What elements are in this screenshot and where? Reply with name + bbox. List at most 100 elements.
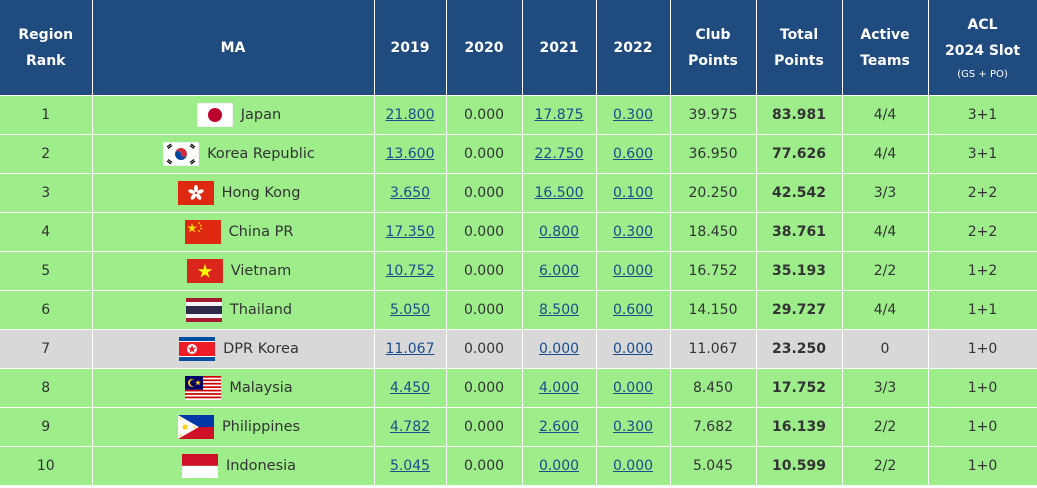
points-2022-link[interactable]: 0.000 bbox=[612, 263, 654, 279]
active-teams-cell: 4/4 bbox=[842, 212, 929, 252]
points-2019-link[interactable]: 13.600 bbox=[385, 146, 435, 162]
points-2021-cell: 0.000 bbox=[522, 446, 597, 485]
points-2020-cell: 0.000 bbox=[446, 446, 523, 485]
region-rank-cell: 4 bbox=[0, 212, 93, 252]
points-2019-link[interactable]: 5.050 bbox=[389, 302, 431, 318]
ma-cell: Japan bbox=[92, 95, 375, 135]
table-row: 5 Vietnam 10.752 0.000 6.000 0.000 16.752 35.19… bbox=[0, 251, 1037, 291]
active-teams-cell: 2/2 bbox=[842, 251, 929, 291]
ma-cell: Korea Republic bbox=[92, 134, 375, 174]
dpr-korea-flag-icon bbox=[179, 337, 216, 361]
points-2019-link[interactable]: 21.800 bbox=[385, 107, 435, 123]
ma-name: Philippines bbox=[221, 419, 301, 435]
points-2020-cell: 0.000 bbox=[446, 368, 523, 408]
points-2019-cell: 17.350 bbox=[374, 212, 447, 252]
table-row: 6 Thailand 5.050 0.000 8.500 0.600 14.150 29.72… bbox=[0, 290, 1037, 330]
points-2022-cell: 0.600 bbox=[596, 134, 671, 174]
points-2021-cell: 2.600 bbox=[522, 407, 597, 447]
points-2021-link[interactable]: 6.000 bbox=[538, 263, 580, 279]
acl-slot-cell: 1+2 bbox=[928, 251, 1037, 291]
header-2020: 2020 bbox=[446, 0, 523, 96]
points-2021-cell: 22.750 bbox=[522, 134, 597, 174]
points-2021-link[interactable]: 2.600 bbox=[538, 419, 580, 435]
club-points-cell: 39.975 bbox=[670, 95, 757, 135]
active-teams-cell: 3/3 bbox=[842, 173, 929, 213]
club-points-cell: 11.067 bbox=[670, 329, 757, 369]
points-2022-link[interactable]: 0.000 bbox=[612, 341, 654, 357]
hong-kong-flag-icon bbox=[177, 181, 214, 205]
points-2019-cell: 4.782 bbox=[374, 407, 447, 447]
ma-cell: Thailand bbox=[92, 290, 375, 330]
points-2020-cell: 0.000 bbox=[446, 173, 523, 213]
points-2021-cell: 8.500 bbox=[522, 290, 597, 330]
active-teams-cell: 4/4 bbox=[842, 134, 929, 174]
ma-name: DPR Korea bbox=[223, 341, 299, 357]
points-2021-link[interactable]: 0.800 bbox=[538, 224, 580, 240]
points-2019-link[interactable]: 17.350 bbox=[385, 224, 435, 240]
ma-cell: Vietnam bbox=[92, 251, 375, 291]
points-2020-cell: 0.000 bbox=[446, 290, 523, 330]
points-2019-link[interactable]: 5.045 bbox=[389, 458, 431, 474]
header-ma: MA bbox=[92, 0, 375, 96]
points-2019-cell: 5.050 bbox=[374, 290, 447, 330]
club-points-cell: 5.045 bbox=[670, 446, 757, 485]
points-2021-cell: 0.800 bbox=[522, 212, 597, 252]
points-2019-link[interactable]: 4.782 bbox=[389, 419, 431, 435]
ma-name: Vietnam bbox=[230, 263, 292, 279]
club-points-cell: 20.250 bbox=[670, 173, 757, 213]
region-rank-cell: 2 bbox=[0, 134, 93, 174]
ma-cell: Philippines bbox=[92, 407, 375, 447]
ma-cell: Hong Kong bbox=[92, 173, 375, 213]
total-points-cell: 38.761 bbox=[756, 212, 843, 252]
points-2022-link[interactable]: 0.600 bbox=[612, 302, 654, 318]
table-row: 4 China PR 17.350 0.000 0.800 0.300 18.450 38.7… bbox=[0, 212, 1037, 252]
points-2019-link[interactable]: 11.067 bbox=[385, 341, 435, 357]
points-2022-link[interactable]: 0.000 bbox=[612, 458, 654, 474]
acl-slot-cell: 1+0 bbox=[928, 407, 1037, 447]
korea-republic-flag-icon bbox=[163, 142, 200, 166]
points-2022-link[interactable]: 0.100 bbox=[612, 185, 654, 201]
ma-cell: China PR bbox=[92, 212, 375, 252]
points-2022-link[interactable]: 0.300 bbox=[612, 419, 654, 435]
region-rank-cell: 9 bbox=[0, 407, 93, 447]
points-2022-cell: 0.600 bbox=[596, 290, 671, 330]
points-2020-cell: 0.000 bbox=[446, 95, 523, 135]
total-points-cell: 83.981 bbox=[756, 95, 843, 135]
points-2019-cell: 11.067 bbox=[374, 329, 447, 369]
points-2020-cell: 0.000 bbox=[446, 134, 523, 174]
japan-flag-icon bbox=[196, 103, 233, 127]
points-2022-link[interactable]: 0.600 bbox=[612, 146, 654, 162]
points-2020-cell: 0.000 bbox=[446, 251, 523, 291]
table-row: 8 Malaysia 4.450 0.000 4.000 0.000 8.450 17.752… bbox=[0, 368, 1037, 408]
table-row: 7 DPR Korea 11.067 0.000 0.000 0.000 11.067 23.… bbox=[0, 329, 1037, 369]
table-row: 9 Philippines 4.782 0.000 2.600 0.300 7.682 16.… bbox=[0, 407, 1037, 447]
table-row: 1 Japan 21.800 0.000 17.875 0.300 39.975 83.981… bbox=[0, 95, 1037, 135]
club-points-cell: 8.450 bbox=[670, 368, 757, 408]
points-2021-link[interactable]: 8.500 bbox=[538, 302, 580, 318]
club-points-cell: 18.450 bbox=[670, 212, 757, 252]
points-2021-link[interactable]: 0.000 bbox=[538, 341, 580, 357]
points-2019-link[interactable]: 10.752 bbox=[385, 263, 435, 279]
points-2019-link[interactable]: 4.450 bbox=[389, 380, 431, 396]
points-2021-link[interactable]: 17.875 bbox=[534, 107, 584, 123]
points-2022-cell: 0.100 bbox=[596, 173, 671, 213]
total-points-cell: 35.193 bbox=[756, 251, 843, 291]
thailand-flag-icon bbox=[185, 298, 222, 322]
points-2021-link[interactable]: 4.000 bbox=[538, 380, 580, 396]
points-2022-link[interactable]: 0.000 bbox=[612, 380, 654, 396]
points-2021-cell: 6.000 bbox=[522, 251, 597, 291]
points-2022-link[interactable]: 0.300 bbox=[612, 224, 654, 240]
points-2021-link[interactable]: 22.750 bbox=[534, 146, 584, 162]
region-rank-cell: 3 bbox=[0, 173, 93, 213]
china-pr-flag-icon bbox=[184, 220, 221, 244]
total-points-cell: 10.599 bbox=[756, 446, 843, 485]
points-2019-link[interactable]: 3.650 bbox=[389, 185, 431, 201]
points-2021-link[interactable]: 16.500 bbox=[534, 185, 584, 201]
ma-name: Hong Kong bbox=[221, 185, 301, 201]
points-2021-link[interactable]: 0.000 bbox=[538, 458, 580, 474]
acl-slot-cell: 3+1 bbox=[928, 95, 1037, 135]
active-teams-cell: 2/2 bbox=[842, 446, 929, 485]
header-acl-slot: ACL 2024 Slot (GS + PO) bbox=[928, 0, 1037, 96]
points-2022-link[interactable]: 0.300 bbox=[612, 107, 654, 123]
